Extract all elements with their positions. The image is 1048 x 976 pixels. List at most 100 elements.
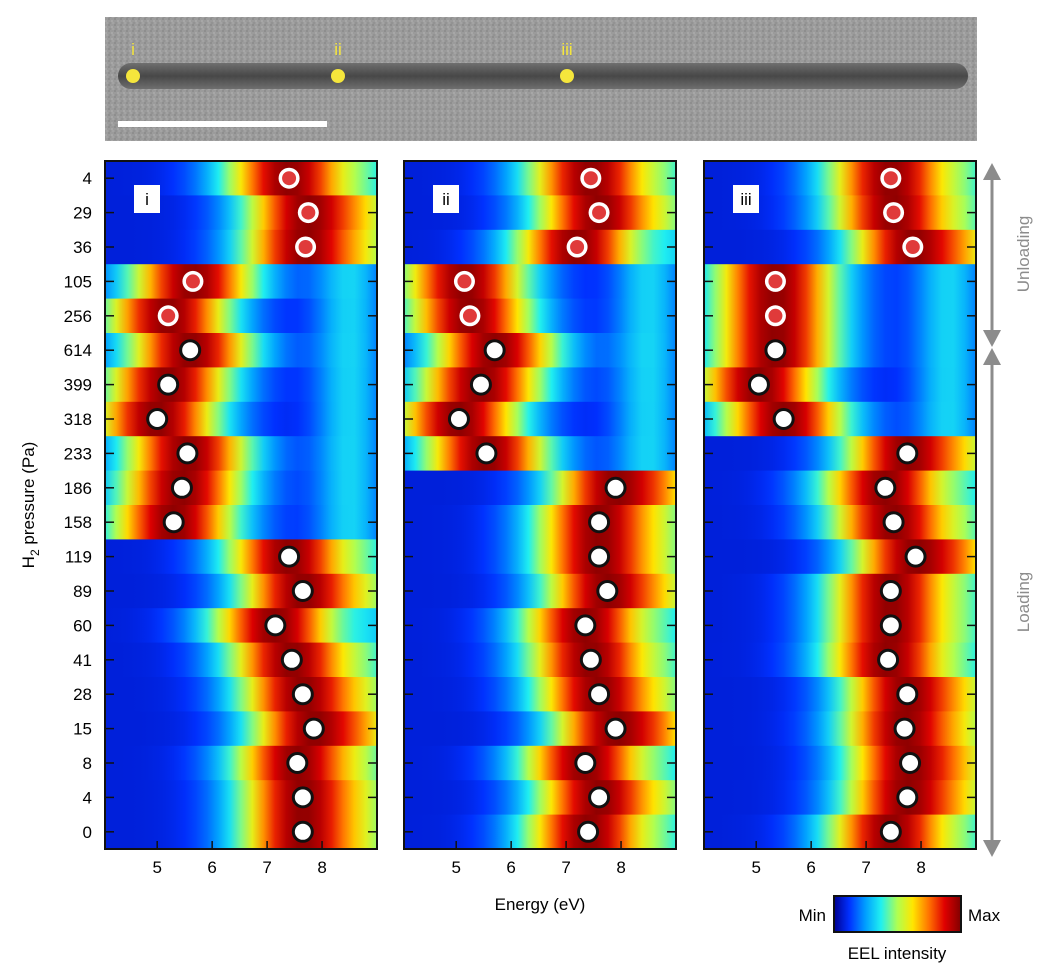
panel-frame: [703, 160, 977, 850]
heatmap-row: [404, 780, 676, 816]
peak-marker-ring: [881, 581, 901, 601]
side-arrows: Unloading Loading: [983, 163, 1033, 857]
peak-marker: [896, 683, 919, 706]
peak-marker-ring: [589, 684, 609, 704]
peak-marker: [176, 442, 199, 465]
y-tick-label: 4: [83, 169, 92, 188]
peak-marker: [146, 408, 169, 430]
heatmap-row: [704, 711, 976, 747]
panel-label: iii: [740, 190, 751, 209]
peak-marker-ring: [884, 512, 904, 532]
peak-marker-ring: [177, 443, 197, 463]
y-tick-label: 0: [83, 823, 92, 842]
peak-marker-ring: [897, 684, 917, 704]
site-markers: i ii iii: [126, 40, 574, 83]
heatmap-row: [404, 401, 676, 437]
peak-marker-ring: [900, 753, 920, 773]
site-dot-ii: [331, 69, 345, 83]
heatmap-row: [704, 642, 976, 678]
x-tick-label: 7: [861, 858, 870, 877]
peak-marker-ring: [881, 615, 901, 635]
heatmap-row: [105, 814, 377, 850]
peak-marker: [469, 373, 492, 396]
loading-arrowhead-up: [983, 348, 1001, 365]
peak-marker-ring: [293, 581, 313, 601]
peak-marker: [157, 373, 180, 396]
peak-marker-ring: [878, 650, 898, 670]
y-tick-label: 15: [73, 720, 92, 739]
panel-label-box: [134, 185, 160, 213]
site-dot-i: [126, 69, 140, 83]
peak-marker: [877, 648, 900, 671]
y-tick-label: 28: [73, 685, 92, 704]
peak-marker-ring: [485, 340, 505, 360]
peak-marker-ring: [471, 375, 491, 395]
peak-marker: [583, 171, 598, 186]
colorbar-gradient: [833, 895, 962, 933]
peak-marker-ring: [575, 615, 595, 635]
heatmap-row: [105, 573, 377, 609]
peak-marker-ring: [774, 409, 794, 429]
peak-marker-ring: [180, 340, 200, 360]
peak-marker: [291, 580, 314, 602]
heatmap-row: [704, 229, 976, 265]
heatmap-row: [105, 264, 377, 300]
peak-marker: [879, 820, 902, 843]
heatmap-row: [404, 711, 676, 747]
peak-marker-ring: [749, 375, 769, 395]
peak-marker: [874, 476, 897, 499]
x-tick-label: 8: [916, 858, 925, 877]
peak-marker-ring: [589, 512, 609, 532]
heatmap-row: [404, 745, 676, 781]
peak-marker: [457, 274, 472, 289]
heatmap-row: [105, 401, 377, 437]
heatmap-row: [404, 436, 676, 472]
peak-marker: [588, 545, 611, 568]
peak-marker: [883, 171, 898, 186]
heatmap-row: [105, 539, 377, 575]
peak-marker-ring: [589, 787, 609, 807]
y-tick-labels: 4293610525661439931823318615811989604128…: [64, 169, 92, 842]
peak-marker-ring: [287, 753, 307, 773]
peak-marker: [161, 308, 176, 323]
heatmap-row: [704, 264, 976, 300]
heatmap-row: [704, 367, 976, 403]
peak-marker: [291, 820, 314, 843]
peak-marker: [772, 408, 795, 430]
peak-marker: [302, 717, 325, 740]
x-tick-label: 5: [451, 858, 460, 877]
colorbar-title: EEL intensity: [848, 944, 947, 963]
heatmap-row: [404, 229, 676, 265]
y-tick-label: 60: [73, 616, 92, 635]
peak-marker: [301, 205, 316, 220]
heatmap-row: [105, 367, 377, 403]
peak-marker: [592, 205, 607, 220]
peak-marker-ring: [765, 340, 785, 360]
y-tick-label: 4: [83, 788, 92, 807]
peak-marker-ring: [265, 615, 285, 635]
peak-marker: [768, 308, 783, 323]
peak-marker-ring: [897, 787, 917, 807]
heatmap-row: [105, 333, 377, 368]
y-tick-label: 318: [64, 410, 92, 429]
x-tick-label: 6: [207, 858, 216, 877]
heatmap-row: [704, 780, 976, 816]
unloading-arrowhead-up: [983, 163, 1001, 180]
y-tick-label: 89: [73, 582, 92, 601]
peak-marker: [278, 545, 301, 568]
x-tick-label: 6: [806, 858, 815, 877]
heatmap-row: [704, 745, 976, 781]
heatmap-row: [704, 677, 976, 712]
peak-marker-ring: [906, 547, 926, 567]
peak-marker-ring: [597, 581, 617, 601]
peak-marker: [886, 205, 901, 220]
unloading-arrowhead-down: [983, 330, 1001, 347]
heatmap-row: [704, 298, 976, 334]
x-tick-label: 8: [317, 858, 326, 877]
y-axis-label: H2 pressure (Pa): [19, 442, 42, 569]
y-tick-label: 29: [73, 204, 92, 223]
peak-marker: [768, 274, 783, 289]
peak-marker-ring: [606, 719, 626, 739]
peak-marker: [764, 339, 787, 362]
